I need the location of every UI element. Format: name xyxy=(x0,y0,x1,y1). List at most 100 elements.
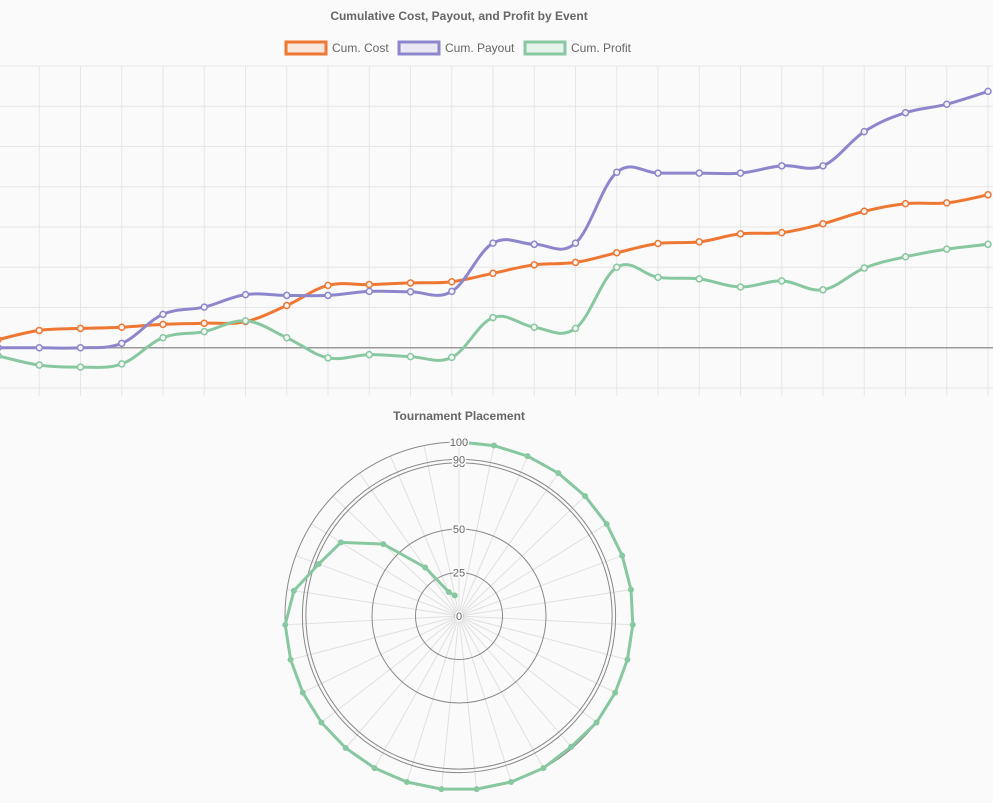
data-point xyxy=(200,319,208,327)
radial-ring xyxy=(415,572,503,660)
data-point xyxy=(736,169,745,177)
data-point xyxy=(76,363,85,371)
data-point xyxy=(654,239,662,248)
placement-point xyxy=(540,765,547,772)
legend-label: Cum. Profit xyxy=(571,41,632,55)
data-point xyxy=(695,238,703,246)
data-point xyxy=(283,333,291,342)
data-point xyxy=(0,336,2,343)
data-point xyxy=(448,277,456,286)
data-point xyxy=(736,230,745,238)
series-line xyxy=(0,191,992,343)
radial-ring xyxy=(301,458,617,774)
data-point xyxy=(571,258,580,267)
placement-point xyxy=(508,779,515,786)
data-point xyxy=(200,327,208,336)
data-point xyxy=(241,317,250,325)
radial-tick-label: 100 xyxy=(450,437,468,449)
radial-tick-label: 25 xyxy=(453,568,465,580)
data-point xyxy=(35,344,43,352)
placement-point xyxy=(445,589,452,596)
data-point xyxy=(943,245,951,253)
data-point xyxy=(448,287,456,296)
data-point xyxy=(159,333,167,342)
placement-point xyxy=(287,656,294,663)
data-point xyxy=(530,240,538,249)
data-point xyxy=(324,291,332,300)
data-point xyxy=(613,168,621,177)
placement-point xyxy=(318,719,325,726)
placement-point xyxy=(555,470,562,477)
data-point xyxy=(324,281,332,290)
data-point xyxy=(0,344,2,351)
data-point xyxy=(406,352,415,361)
data-point xyxy=(778,277,786,285)
data-point xyxy=(365,350,373,359)
placement-point xyxy=(456,439,462,445)
placement-point xyxy=(290,587,297,594)
data-point xyxy=(984,191,992,199)
placement-point xyxy=(582,493,589,500)
placement-point xyxy=(619,552,626,559)
placement-point xyxy=(403,779,410,786)
data-point xyxy=(943,199,951,207)
placement-point xyxy=(603,520,610,527)
data-point xyxy=(406,288,415,296)
placement-point xyxy=(282,621,289,628)
data-point xyxy=(0,352,2,359)
placement-point xyxy=(438,786,445,793)
placement-point xyxy=(627,586,634,593)
legend-label: Cum. Cost xyxy=(332,41,389,55)
data-point xyxy=(778,162,786,170)
placement-point xyxy=(524,453,531,460)
radial-ring xyxy=(454,611,464,621)
placement-point xyxy=(629,621,636,628)
data-point xyxy=(984,87,992,96)
data-point xyxy=(571,324,580,333)
data-point xyxy=(200,303,208,311)
data-point xyxy=(860,127,868,136)
data-point xyxy=(324,354,332,362)
radial-ring xyxy=(371,528,547,704)
data-point xyxy=(695,275,703,283)
data-point xyxy=(365,287,373,296)
data-point xyxy=(571,239,580,247)
radar-chart-title: Tournament Placement xyxy=(393,409,525,423)
line-chart-series xyxy=(0,87,992,371)
data-point xyxy=(613,263,621,271)
data-point xyxy=(984,240,992,249)
data-point xyxy=(819,220,827,228)
data-point xyxy=(118,360,126,368)
data-point xyxy=(860,264,868,272)
series-path xyxy=(0,242,989,369)
data-point xyxy=(654,273,662,282)
legend-swatch xyxy=(397,40,441,56)
data-point xyxy=(901,253,910,261)
radar-chart-series xyxy=(282,439,636,793)
placement-point xyxy=(451,592,458,599)
data-point xyxy=(35,326,43,335)
data-point xyxy=(736,283,745,291)
data-point xyxy=(241,290,250,299)
data-point xyxy=(365,280,373,289)
radial-tick-label: 50 xyxy=(453,524,465,536)
line-chart-legend: Cum. Cost Cum. Payout Cum. Profit xyxy=(284,40,632,56)
data-point xyxy=(778,228,786,237)
placement-point xyxy=(337,539,344,546)
data-point xyxy=(283,291,291,300)
placement-point xyxy=(568,743,575,750)
data-point xyxy=(901,108,910,117)
data-point xyxy=(530,261,538,269)
data-point xyxy=(159,320,167,329)
series-line xyxy=(0,240,992,371)
radial-tick-label: 0 xyxy=(456,611,462,623)
line-chart-grid xyxy=(0,65,993,396)
data-point xyxy=(489,239,497,247)
data-point xyxy=(489,313,497,322)
legend-label: Cum. Payout xyxy=(445,41,515,55)
data-point xyxy=(118,339,126,348)
placement-point xyxy=(380,541,387,548)
placement-point xyxy=(473,786,480,793)
